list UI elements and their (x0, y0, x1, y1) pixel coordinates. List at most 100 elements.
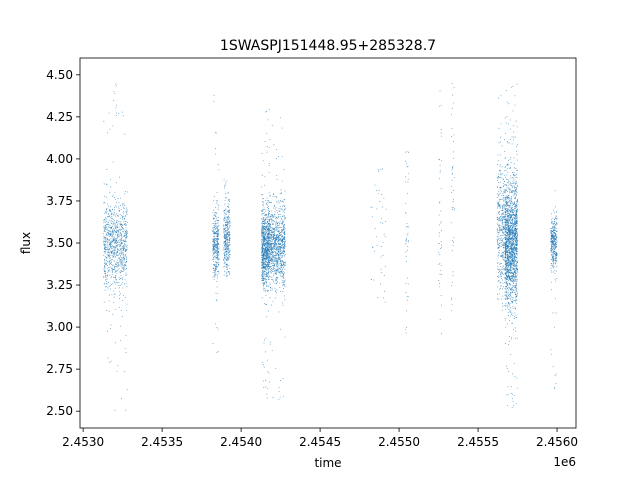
data-point (228, 247, 229, 249)
data-point (122, 260, 124, 262)
data-point (262, 272, 264, 274)
data-point (228, 203, 230, 205)
data-point (114, 92, 116, 94)
data-point (274, 255, 275, 257)
data-point (499, 244, 500, 246)
data-point (112, 125, 114, 127)
data-point (513, 286, 514, 288)
data-point (115, 252, 117, 254)
data-point (496, 164, 498, 165)
data-point (507, 188, 509, 190)
data-point (107, 249, 109, 251)
data-point (274, 205, 275, 206)
data-point (228, 245, 229, 247)
data-point (504, 230, 506, 231)
data-point (112, 265, 114, 267)
data-point (279, 250, 281, 252)
data-point (269, 282, 271, 284)
data-point (266, 264, 268, 266)
data-point (270, 256, 272, 258)
data-point (229, 272, 231, 274)
data-point (108, 229, 110, 231)
data-point (216, 239, 218, 241)
data-point (117, 247, 119, 249)
data-point (497, 293, 499, 295)
data-point (268, 381, 270, 383)
data-point (380, 245, 382, 247)
data-point (103, 275, 105, 277)
data-point (119, 235, 121, 237)
data-point (111, 245, 113, 247)
data-point (109, 260, 110, 262)
data-point (275, 216, 277, 218)
data-point (407, 226, 409, 228)
data-point (107, 246, 109, 248)
data-point (224, 236, 226, 238)
data-point (216, 281, 218, 283)
data-point (111, 242, 113, 244)
data-point (105, 236, 106, 238)
data-point (498, 224, 500, 226)
data-point (114, 269, 115, 271)
data-point (213, 245, 215, 247)
data-point (276, 220, 278, 222)
data-point (281, 275, 283, 277)
data-point (512, 262, 514, 264)
data-point (268, 240, 270, 242)
data-point (215, 243, 217, 245)
data-point (104, 230, 106, 232)
data-point (281, 127, 283, 129)
data-point (213, 279, 215, 281)
data-point (267, 277, 269, 278)
data-point (276, 248, 278, 249)
data-point (214, 243, 216, 245)
data-point (262, 239, 264, 241)
data-point (261, 153, 263, 154)
data-point (451, 107, 453, 109)
data-point (118, 229, 120, 231)
data-point (263, 232, 264, 234)
data-point (217, 209, 219, 210)
data-point (107, 213, 109, 215)
data-point (261, 219, 263, 221)
data-point (274, 251, 276, 253)
data-point (123, 257, 124, 258)
data-point (107, 286, 109, 288)
data-point (263, 262, 265, 264)
data-point (503, 204, 505, 205)
data-point (270, 258, 271, 260)
data-point (516, 205, 518, 207)
data-point (284, 245, 286, 247)
data-point (268, 206, 269, 207)
data-point (407, 296, 409, 297)
data-point (269, 234, 271, 236)
data-point (284, 265, 286, 267)
data-point (283, 255, 285, 257)
data-point (264, 273, 266, 275)
data-point (229, 220, 231, 222)
data-point (266, 271, 268, 273)
data-point (512, 288, 514, 290)
data-point (109, 249, 111, 251)
data-point (502, 255, 504, 257)
data-point (506, 204, 508, 206)
data-point (115, 270, 117, 272)
data-point (274, 213, 276, 215)
data-point (503, 174, 505, 176)
data-point (269, 225, 271, 227)
data-point (505, 220, 506, 222)
data-point (515, 278, 517, 280)
data-point (226, 240, 228, 242)
data-point (512, 285, 514, 287)
data-point (516, 170, 518, 172)
data-point (281, 260, 283, 262)
data-point (212, 227, 214, 229)
data-point (214, 244, 216, 246)
data-point (277, 231, 279, 233)
data-point (268, 255, 270, 257)
data-point (261, 282, 263, 284)
data-point (271, 268, 273, 270)
data-point (452, 167, 453, 168)
data-point (216, 244, 218, 246)
data-point (498, 204, 500, 205)
